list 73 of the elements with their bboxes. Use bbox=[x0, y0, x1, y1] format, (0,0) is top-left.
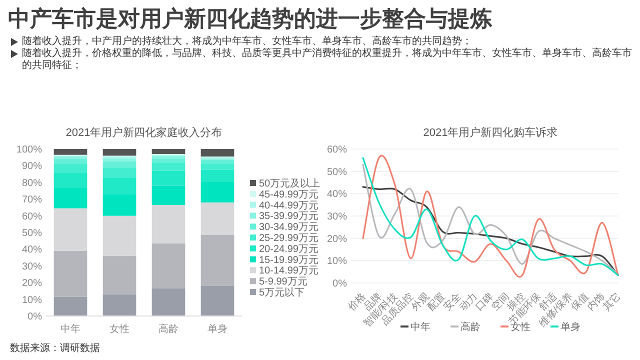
legend-label: 20-24.99万元 bbox=[259, 244, 318, 255]
y-tick-label: 30% bbox=[326, 212, 348, 222]
bar bbox=[152, 186, 186, 205]
y-tick-label: 90% bbox=[22, 161, 42, 172]
bar bbox=[152, 158, 186, 162]
text: 随着收入提升，价格权重的降低，与品牌、科技、品质等更具中产消费特征的权重提升，将成为中年车市、女性车市、单身车市、高龄车市的共同特征； bbox=[21, 48, 632, 72]
bar bbox=[102, 177, 136, 194]
bar bbox=[102, 194, 136, 216]
x-tick-label: 中年 bbox=[60, 323, 80, 335]
y-tick-label: 60% bbox=[326, 144, 348, 156]
y-tick-label: 0% bbox=[332, 278, 348, 290]
bar bbox=[54, 250, 88, 297]
bar bbox=[102, 256, 136, 294]
y-tick-label: 70% bbox=[22, 194, 42, 206]
bar bbox=[200, 182, 234, 202]
legend-label: 40-44.99万元 bbox=[259, 200, 318, 212]
legend-label: 5-9.99万元 bbox=[259, 276, 308, 288]
y-tick-label: 50% bbox=[326, 166, 348, 178]
bar bbox=[152, 162, 186, 171]
y-tick-label: 30% bbox=[22, 261, 42, 272]
bar bbox=[200, 149, 234, 157]
bar bbox=[54, 172, 88, 188]
y-tick-label: 50% bbox=[22, 228, 42, 239]
bar bbox=[200, 286, 234, 316]
bar bbox=[152, 170, 186, 186]
y-tick-label: 100% bbox=[16, 144, 42, 156]
y-tick-label: 40% bbox=[22, 244, 42, 256]
bar bbox=[152, 156, 186, 158]
x-tick-label: 单身 bbox=[208, 323, 228, 335]
bar bbox=[102, 167, 136, 178]
bar bbox=[54, 159, 88, 164]
legend-label: 10-14.99万元 bbox=[259, 266, 318, 277]
bar bbox=[200, 235, 234, 286]
bar bbox=[200, 163, 234, 170]
legend-label: 5万元以下 bbox=[259, 286, 305, 298]
legend-label: 25-29.99万元 bbox=[259, 233, 318, 244]
bar bbox=[54, 296, 88, 316]
bar bbox=[200, 202, 234, 236]
chart-title: 2021年用户新四化购车诉求 bbox=[423, 126, 558, 139]
bar bbox=[102, 158, 136, 162]
bar bbox=[152, 288, 186, 316]
source-note: 数据来源：调研数据 bbox=[10, 342, 100, 355]
bar bbox=[54, 208, 88, 251]
legend-label: 45-49.99万元 bbox=[259, 189, 318, 200]
legend-label: 50万元及以上 bbox=[259, 178, 320, 190]
bar bbox=[54, 149, 88, 155]
x-tick-label: 女性 bbox=[110, 323, 130, 335]
text: 随着收入提升，中产用户的持续壮大，将成为中年车市、女性车市、单身车市、高龄车市的共同趋势； bbox=[21, 36, 473, 48]
bar bbox=[152, 243, 186, 288]
bar bbox=[102, 216, 136, 256]
bar bbox=[200, 170, 234, 182]
bar bbox=[54, 187, 88, 208]
bar bbox=[54, 164, 88, 172]
y-tick-label: 40% bbox=[326, 189, 348, 200]
bar bbox=[54, 156, 88, 160]
bar bbox=[152, 149, 186, 154]
bar bbox=[102, 294, 136, 316]
legend-label: 35-39.99万元 bbox=[259, 211, 318, 222]
y-tick-label: 60% bbox=[22, 211, 42, 222]
y-tick-label: 80% bbox=[22, 178, 42, 189]
y-tick-label: 20% bbox=[326, 234, 348, 245]
text: 中产车市是对用户新四化趋势的进一步整合与提炼 bbox=[8, 5, 492, 33]
bar bbox=[102, 162, 136, 168]
y-tick-label: 10% bbox=[326, 256, 348, 268]
chart-title: 2021年用户新四化家庭收入分布 bbox=[66, 126, 222, 139]
bar bbox=[152, 204, 186, 244]
bar bbox=[102, 149, 136, 156]
legend-label: 15-19.99万元 bbox=[259, 254, 318, 266]
y-tick-label: 0% bbox=[28, 312, 42, 322]
legend-label: 30-34.99万元 bbox=[259, 222, 318, 234]
y-tick-label: 10% bbox=[22, 294, 42, 306]
x-tick-label: 高龄 bbox=[158, 323, 178, 335]
y-tick-label: 20% bbox=[22, 278, 42, 290]
